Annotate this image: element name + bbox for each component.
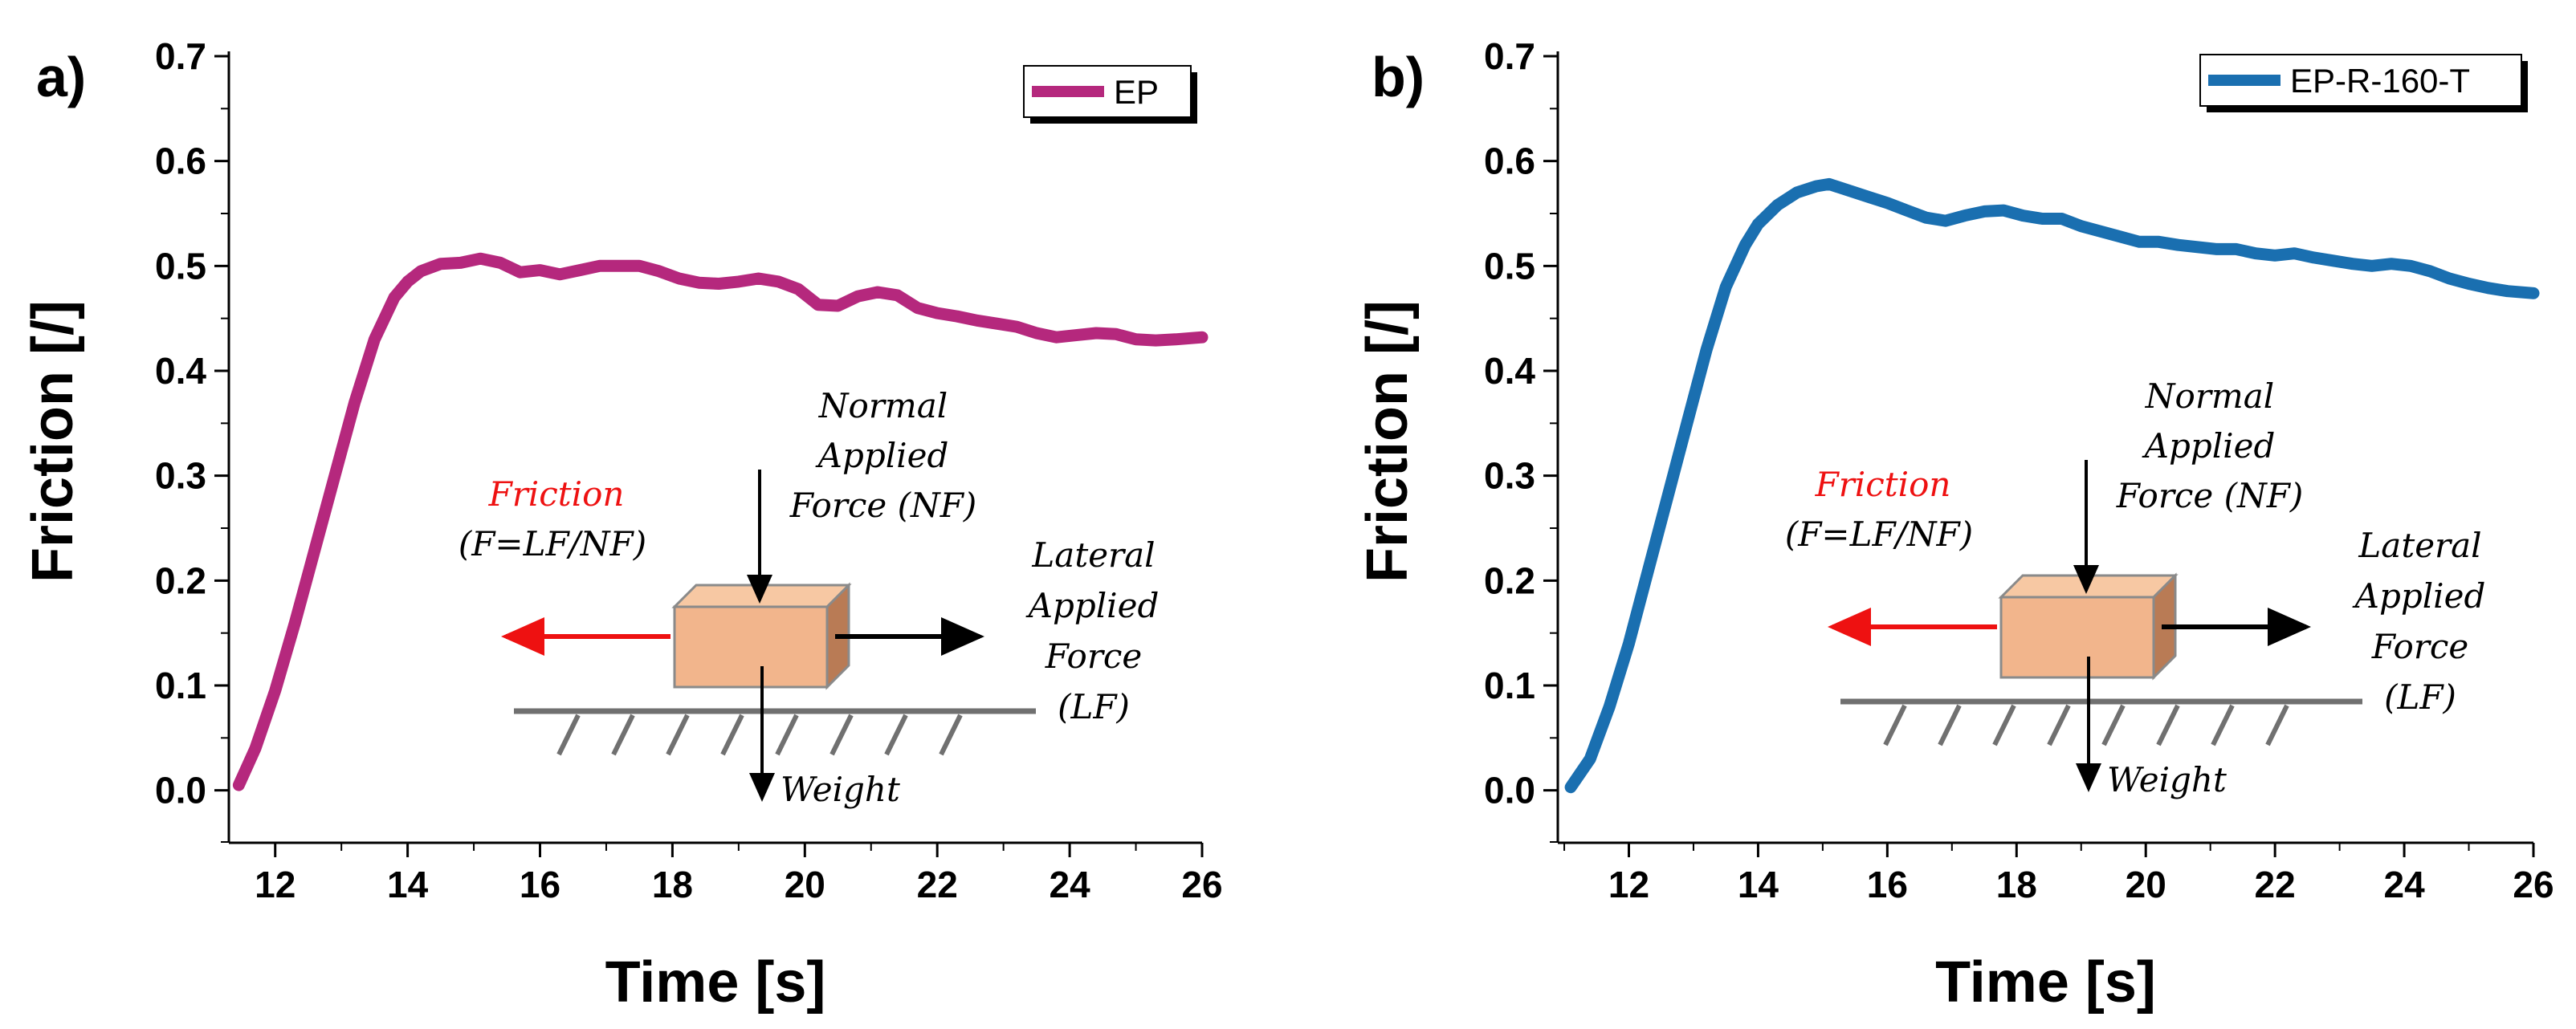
y-tick-label: 0.5 xyxy=(1484,245,1535,287)
x-tick-label: 18 xyxy=(1996,864,2037,905)
ground-hatch xyxy=(939,714,963,756)
ground-hatch xyxy=(2047,704,2071,746)
y-tick-label: 0.3 xyxy=(155,455,206,497)
lateral-force-label: Lateral xyxy=(1031,535,1155,575)
x-axis-label: Time [s] xyxy=(605,950,826,1015)
x-tick-label: 24 xyxy=(1050,864,1091,905)
ground-hatch xyxy=(2265,704,2289,746)
y-tick-label: 0.2 xyxy=(1484,559,1535,601)
normal-force-label: Applied xyxy=(815,436,949,475)
lateral-force-label: Force xyxy=(1045,637,1143,676)
friction-label: Friction xyxy=(488,474,625,514)
block-front-face xyxy=(673,605,829,689)
series-line xyxy=(1564,177,2540,794)
normal-force-label: Normal xyxy=(2145,376,2274,416)
series-line xyxy=(232,252,1209,791)
friction-formula: (F=LF/NF) xyxy=(1785,514,1973,554)
y-tick-label: 0.4 xyxy=(1484,350,1535,392)
x-tick-label: 20 xyxy=(2126,864,2166,905)
y-tick-label: 0.6 xyxy=(155,140,206,182)
friction-label: Friction xyxy=(1815,465,1951,504)
x-tick-label: 14 xyxy=(387,864,429,905)
y-tick-label: 0.6 xyxy=(1484,140,1535,182)
ground-hatch xyxy=(611,714,635,756)
chart-panel-a: a) 0.0 0.1 0.2 0.3 0.4 0.5 0.6 0.7 12 14 16 18 20 22 24… xyxy=(21,35,1223,1015)
legend: EP-R-160-T xyxy=(2199,54,2528,112)
x-tick-label: 26 xyxy=(2513,864,2554,905)
x-tick-label: 20 xyxy=(785,864,825,905)
x-tick-label: 22 xyxy=(917,864,958,905)
lateral-force-label: Applied xyxy=(1025,586,1160,625)
x-tick-label: 22 xyxy=(2255,864,2296,905)
y-axis-label: Friction [/] xyxy=(21,300,85,583)
lateral-force-label: Applied xyxy=(2352,576,2486,616)
ground-hatch xyxy=(556,714,581,756)
normal-force-label: Applied xyxy=(2142,426,2276,466)
block-front-face xyxy=(1999,596,2155,679)
panel-label: b) xyxy=(1372,46,1425,108)
x-tick-label: 16 xyxy=(1867,864,1908,905)
friction-formula: (F=LF/NF) xyxy=(459,524,646,563)
x-tick-label: 16 xyxy=(520,864,560,905)
y-tick-label: 0.4 xyxy=(155,350,206,392)
ground-hatch xyxy=(2101,704,2126,746)
normal-force-label: Force (NF) xyxy=(2116,476,2304,515)
y-tick-label: 0.0 xyxy=(155,770,206,811)
chart-panel-b: b) 0.0 0.1 0.2 0.3 0.4 0.5 0.6 0.7 12 14 16 18 20 22 24… xyxy=(1355,35,2554,1015)
x-tick-label: 12 xyxy=(1608,864,1649,905)
lateral-force-label: Force xyxy=(2371,627,2469,666)
weight-label: Weight xyxy=(781,770,900,809)
y-tick-label: 0.1 xyxy=(1484,665,1535,706)
ground-hatch xyxy=(1992,704,2016,746)
ground-hatch xyxy=(884,714,908,756)
y-tick-label: 0.7 xyxy=(1484,35,1535,77)
ground-hatch xyxy=(1938,704,1962,746)
ground-hatch xyxy=(1883,704,1907,746)
normal-force-label: Normal xyxy=(818,386,948,425)
x-tick-label: 26 xyxy=(1181,864,1222,905)
ground-hatch xyxy=(2156,704,2180,746)
legend: EP xyxy=(1023,65,1197,124)
y-axis-label: Friction [/] xyxy=(1355,300,1420,583)
force-diagram: Normal Applied Force (NF) Friction (F=LF/NF)… xyxy=(1785,376,2485,799)
ground-hatch xyxy=(829,714,854,756)
block-top-face xyxy=(671,584,852,608)
y-tick-label: 0.5 xyxy=(155,245,206,287)
weight-label: Weight xyxy=(2107,760,2227,799)
y-tick-label: 0.3 xyxy=(1484,455,1535,497)
x-axis-label: Time [s] xyxy=(1935,950,2156,1015)
lateral-force-label: Lateral xyxy=(2358,526,2481,565)
x-tick-label: 12 xyxy=(255,864,296,905)
legend-box xyxy=(2199,54,2522,107)
ground-hatch xyxy=(720,714,744,756)
ground-hatch xyxy=(2211,704,2235,746)
y-tick-label: 0.1 xyxy=(155,665,206,706)
legend-label: EP xyxy=(1114,73,1159,111)
x-tick-label: 24 xyxy=(2383,864,2425,905)
normal-force-label: Force (NF) xyxy=(789,486,977,525)
ground-hatch xyxy=(775,714,799,756)
x-tick-label: 14 xyxy=(1738,864,1779,905)
lateral-force-label: (LF) xyxy=(1058,687,1130,726)
legend-label: EP-R-160-T xyxy=(2290,62,2470,100)
y-tick-label: 0.0 xyxy=(1484,770,1535,811)
panel-label: a) xyxy=(36,46,86,108)
block-top-face xyxy=(1998,574,2179,599)
y-tick-label: 0.2 xyxy=(155,559,206,601)
ground-hatch xyxy=(666,714,690,756)
force-diagram: Normal Applied Force (NF) Friction (F=LF/NF)… xyxy=(459,386,1159,809)
y-tick-label: 0.7 xyxy=(155,35,206,77)
lateral-force-label: (LF) xyxy=(2384,677,2456,717)
x-tick-label: 18 xyxy=(652,864,693,905)
